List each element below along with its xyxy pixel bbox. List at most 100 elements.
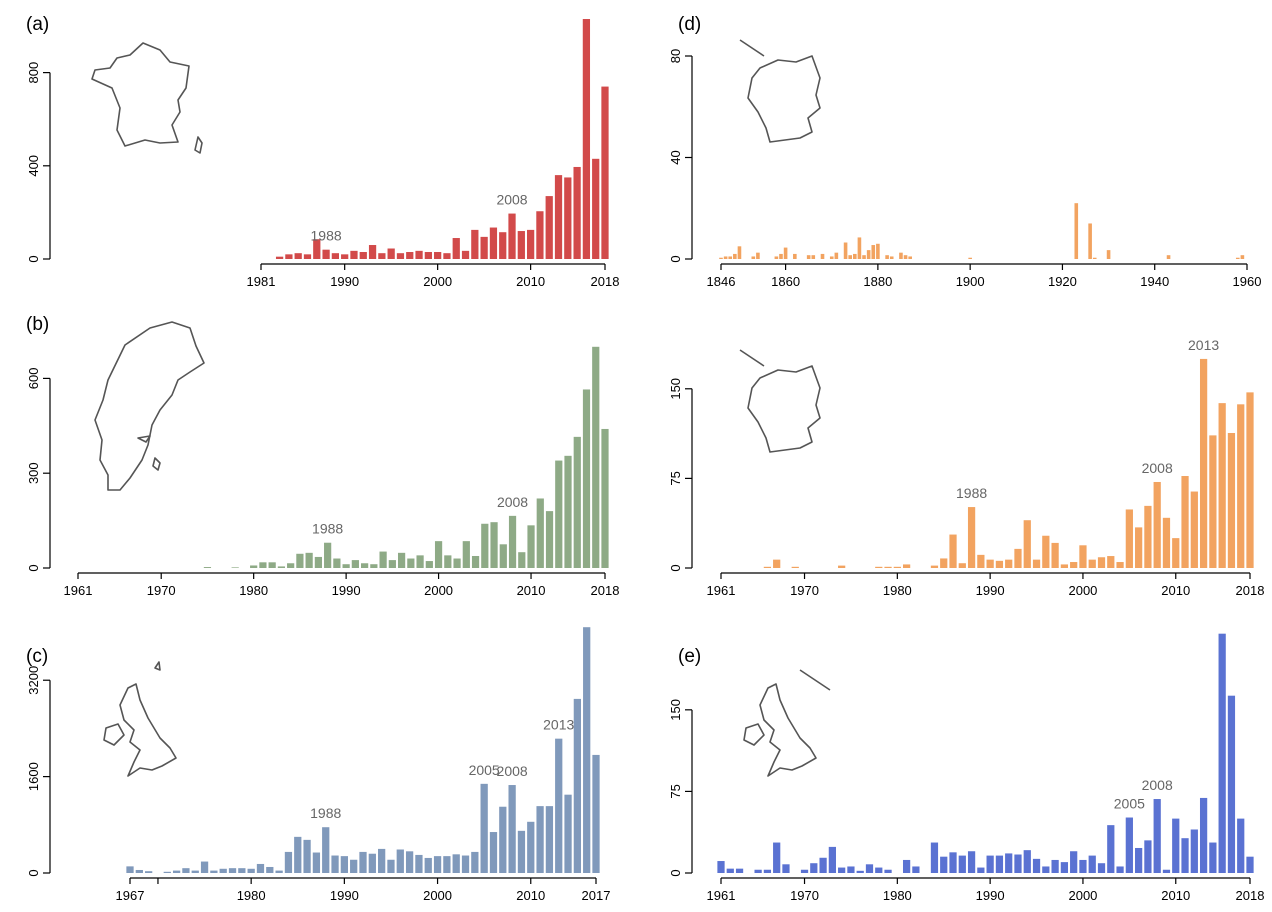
bar-a-2011	[536, 211, 544, 259]
bar-e-1991	[995, 855, 1004, 873]
bar-c-2003	[461, 855, 470, 873]
bar-c-1991	[350, 859, 358, 873]
bar-c-1969	[145, 871, 153, 873]
y-tick-label-a-800: 800	[26, 62, 41, 84]
bar-b-1997	[407, 558, 415, 568]
bar-c-1972	[172, 870, 181, 873]
bar-d2-2001	[1088, 559, 1096, 568]
panel-c: (c) 0 1600 3200 1967 1980 1990 2000 2010 2017 1988…	[26, 627, 610, 903]
bar-a-2003	[461, 250, 470, 259]
bar-c-1983	[275, 870, 283, 873]
bar-b-2008	[508, 515, 517, 568]
bar-e-2000	[1079, 859, 1087, 873]
bar-b-2000	[434, 541, 443, 568]
y-tick-label-a-0: 0	[26, 255, 41, 262]
bar-d2-1988	[967, 507, 976, 568]
annotation-d2-2008: 2008	[1142, 460, 1173, 476]
bar-e-1971	[810, 863, 818, 873]
bar-c-1985	[294, 836, 302, 873]
bar-d-1871	[834, 252, 839, 259]
panel-b: (b) 0 300 600 1961 1970 1980 1990 2000 2010 2018 19…	[26, 314, 619, 598]
bar-b-2012	[545, 511, 554, 568]
bar-c-1989	[331, 855, 339, 873]
y-tick-label-d-0: 0	[668, 255, 683, 262]
bar-b-1978	[231, 567, 239, 568]
bar-b-2005	[481, 523, 489, 568]
uk-icon	[103, 661, 177, 777]
x-tick-label-a-2000: 2000	[423, 274, 452, 289]
x-tick-label-e-2010: 2010	[1161, 888, 1190, 903]
bar-d-1959	[1240, 255, 1245, 259]
bar-b-1989	[333, 558, 341, 568]
bar-d-1870	[829, 256, 834, 259]
y-tick-label-b-0: 0	[26, 564, 41, 571]
x-tick-label-e-1990: 1990	[976, 888, 1005, 903]
x-tick-label-c-1990: 1990	[330, 888, 359, 903]
bar-c-1976	[210, 870, 218, 873]
bar-d-1876	[857, 237, 862, 259]
bar-d2-1998	[1060, 564, 1069, 568]
bar-d-1927	[1092, 257, 1097, 259]
bar-c-1992	[359, 851, 367, 873]
x-tick-label-b-2018: 2018	[591, 583, 620, 598]
bar-e-1989	[977, 867, 985, 873]
bar-d2-1969	[791, 566, 799, 568]
bar-a-2014	[564, 177, 572, 259]
bar-e-2004	[1116, 866, 1124, 873]
x-tick-label-b-1970: 1970	[147, 583, 176, 598]
bar-b-1995	[388, 560, 396, 568]
bar-e-1963	[735, 868, 744, 873]
bar-e-1967	[773, 842, 781, 873]
bar-d-1878	[866, 250, 871, 259]
bar-d2-2018	[1246, 392, 1254, 568]
bar-d2-2013	[1199, 358, 1208, 568]
bar-e-1998	[1060, 862, 1069, 873]
x-tick-label-a-1990: 1990	[330, 274, 359, 289]
y-tick-label-d2-75: 75	[668, 471, 683, 485]
x-tick-label-d2-2018: 2018	[1236, 583, 1265, 598]
bar-d-1849	[733, 253, 737, 259]
bar-a-2007	[499, 232, 507, 259]
bar-d-1875	[853, 253, 857, 259]
bar-c-1988	[322, 827, 330, 873]
bar-d-1880	[876, 243, 880, 259]
bar-d-1923	[1074, 203, 1079, 259]
bar-d-1862	[793, 253, 797, 259]
panel-label-b: (b)	[26, 314, 49, 335]
bar-c-2000	[433, 856, 442, 873]
bar-a-1996	[396, 253, 405, 259]
bar-e-1962	[726, 868, 734, 873]
y-tick-label-c-3200: 3200	[26, 666, 41, 695]
bar-d2-1997	[1051, 542, 1059, 568]
bar-d2-1984	[930, 565, 939, 568]
bar-a-1991	[350, 250, 358, 259]
x-tick-label-b-2000: 2000	[424, 583, 453, 598]
sweden-icon	[94, 321, 205, 491]
bar-a-1983	[275, 256, 284, 259]
bar-b-2011	[536, 498, 544, 568]
bar-d2-2007	[1144, 505, 1152, 568]
y-tick-label-d2-0: 0	[668, 564, 683, 571]
bar-e-1995	[1032, 858, 1041, 873]
bar-c-2017	[592, 754, 600, 873]
bar-d2-2012	[1190, 491, 1198, 568]
annotation-c-2013: 2013	[543, 717, 574, 733]
panel-label-e: (e)	[678, 646, 701, 667]
bar-e-2006	[1135, 847, 1143, 873]
bar-d2-2009	[1162, 517, 1171, 568]
bar-d2-1995	[1032, 559, 1041, 568]
annotation-b-1988: 1988	[312, 521, 343, 537]
bar-b-2006	[490, 522, 498, 568]
bar-a-1992	[359, 252, 367, 259]
bar-c-2016	[583, 627, 591, 873]
x-tick-label-a-2010: 2010	[516, 274, 545, 289]
bar-e-1996	[1042, 866, 1050, 873]
y-tick-label-d-80: 80	[668, 49, 683, 63]
bar-a-2013	[554, 175, 563, 259]
panel-d2: 0 75 150 1961 1970 1980 1990 2000 2010 2018 1988 20…	[668, 337, 1264, 598]
bar-c-1998	[415, 854, 423, 873]
bar-b-1993	[370, 564, 378, 568]
bar-d2-1994	[1023, 520, 1031, 568]
x-tick-label-c-1980: 1980	[237, 888, 266, 903]
bar-c-2004	[471, 851, 479, 873]
